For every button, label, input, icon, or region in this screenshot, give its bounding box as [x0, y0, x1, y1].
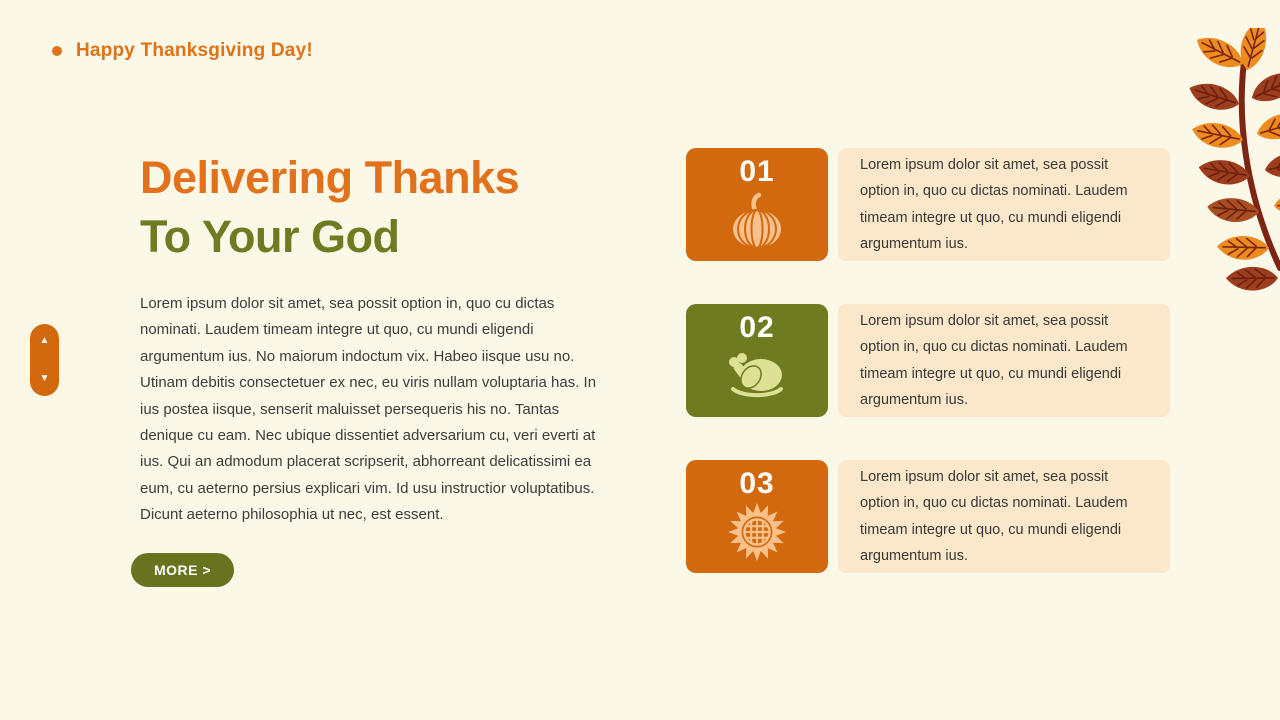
down-arrow-button[interactable]: ▼ — [30, 372, 59, 386]
autumn-leaves-decoration — [1185, 28, 1280, 292]
bullet-icon — [52, 46, 62, 56]
leaf — [1273, 188, 1280, 217]
page-title: Happy Thanksgiving Day! — [76, 40, 313, 61]
item-number: 03 — [739, 467, 775, 500]
leaf — [1185, 76, 1243, 117]
list-item: 02 Lorem ipsum dolor sit amet, sea possi… — [686, 304, 1170, 417]
item-text-box: Lorem ipsum dolor sit amet, sea possit o… — [838, 460, 1170, 573]
item-text: Lorem ipsum dolor sit amet, sea possit o… — [860, 468, 1128, 565]
turkey-icon — [729, 353, 783, 398]
number-card-02: 02 — [686, 304, 828, 417]
leaf — [1234, 28, 1273, 74]
item-text-box: Lorem ipsum dolor sit amet, sea possit o… — [838, 148, 1170, 261]
leaf — [1225, 265, 1279, 292]
leaf — [1253, 108, 1280, 144]
slide-nav: ▲ ▼ — [30, 324, 59, 396]
slide-title: Delivering Thanks To Your God — [140, 148, 620, 266]
pumpkin-icon — [733, 192, 781, 249]
body-paragraph: Lorem ipsum dolor sit amet, sea possit o… — [140, 295, 597, 524]
leaf — [1189, 117, 1246, 154]
item-text-box: Lorem ipsum dolor sit amet, sea possit o… — [838, 304, 1170, 417]
item-number: 01 — [739, 155, 775, 188]
leaf — [1191, 29, 1249, 76]
list-item: 03 Lorem ipsum dolor sit amet, sea possi… — [686, 460, 1170, 573]
sunflower-icon — [728, 503, 786, 561]
list-item: 01 Lorem ipsum dolor sit amet, sea possi… — [686, 148, 1170, 261]
leaf — [1263, 149, 1280, 181]
number-card-01: 01 — [686, 148, 828, 261]
item-text: Lorem ipsum dolor sit amet, sea possit o… — [860, 312, 1128, 409]
up-arrow-button[interactable]: ▲ — [30, 334, 59, 348]
down-arrow-icon: ▼ — [39, 373, 50, 384]
slide-title-line1: Delivering Thanks — [140, 152, 520, 203]
more-button[interactable]: MORE > — [131, 553, 235, 587]
up-arrow-icon: ▲ — [39, 335, 50, 346]
item-text: Lorem ipsum dolor sit amet, sea possit o… — [860, 156, 1128, 253]
title-block: Delivering Thanks To Your God — [140, 148, 620, 266]
slide-title-line2: To Your God — [140, 211, 400, 262]
item-number: 02 — [739, 311, 775, 344]
number-card-03: 03 — [686, 460, 828, 573]
leaf — [1246, 65, 1280, 108]
leaf — [1216, 234, 1270, 262]
header: Happy Thanksgiving Day! — [52, 40, 313, 62]
